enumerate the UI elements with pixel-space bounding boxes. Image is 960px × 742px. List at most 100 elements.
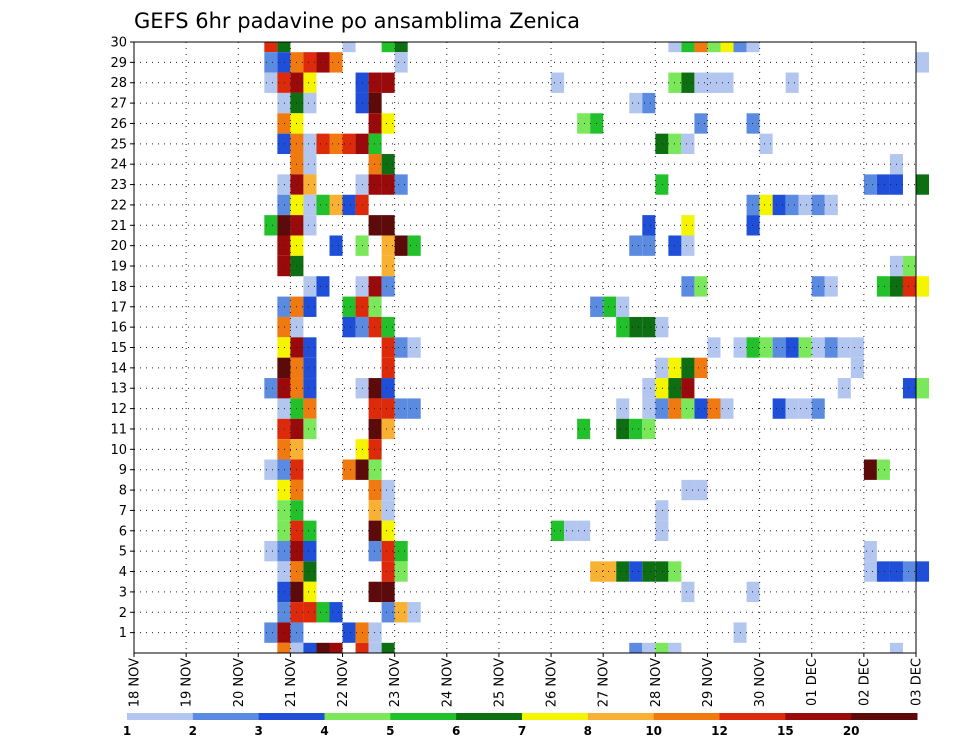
- heatmap-cell: [876, 459, 890, 480]
- heatmap-cell: [277, 459, 291, 480]
- heatmap-cell: [329, 133, 343, 155]
- y-tick-label: 8: [119, 484, 127, 499]
- heatmap-cell: [277, 398, 291, 419]
- heatmap-cell: [303, 418, 317, 440]
- heatmap-cell: [642, 92, 656, 114]
- heatmap-cell: [303, 378, 317, 399]
- heatmap-cell: [629, 561, 643, 582]
- heatmap-cell: [837, 378, 851, 399]
- heatmap-cell: [303, 276, 317, 297]
- heatmap-cell: [368, 520, 382, 541]
- heatmap-cell: [381, 357, 395, 379]
- heatmap-cell: [785, 72, 799, 93]
- heatmap-cell: [394, 337, 408, 358]
- heatmap-cell: [303, 52, 317, 73]
- legend-label: 1: [123, 724, 131, 738]
- heatmap-cell: [277, 479, 291, 501]
- heatmap-cell: [407, 337, 421, 358]
- heatmap-cell: [720, 72, 734, 93]
- heatmap-cell: [264, 52, 278, 73]
- heatmap-cell: [642, 561, 656, 582]
- heatmap-cell: [746, 42, 760, 53]
- heatmap-cell: [264, 215, 278, 236]
- heatmap-cell: [316, 276, 330, 297]
- heatmap-cell: [824, 276, 838, 297]
- y-tick-label: 10: [110, 443, 127, 458]
- heatmap-cell: [642, 215, 656, 236]
- heatmap-cell: [889, 642, 903, 653]
- y-tick-label: 3: [119, 585, 127, 600]
- heatmap-cell: [381, 337, 395, 358]
- heatmap-cell: [616, 418, 630, 440]
- heatmap-cell: [655, 357, 669, 379]
- heatmap-cell: [290, 642, 304, 653]
- x-tick-label: 30 NOV: [753, 658, 768, 707]
- heatmap-cell: [916, 561, 930, 582]
- heatmap-cell: [381, 540, 395, 562]
- heatmap-cell: [277, 540, 291, 562]
- heatmap-cell: [277, 439, 291, 460]
- x-tick-label: 29 NOV: [701, 658, 716, 707]
- heatmap-cell: [394, 540, 408, 562]
- heatmap-cell: [863, 540, 877, 562]
- heatmap-cell: [368, 642, 382, 653]
- heatmap-cell: [824, 194, 838, 216]
- heatmap-cell: [368, 154, 382, 175]
- heatmap-cell: [316, 133, 330, 155]
- heatmap-cell: [577, 520, 591, 541]
- heatmap-cell: [329, 52, 343, 73]
- legend-swatch: [456, 713, 523, 720]
- y-tick-label: 4: [119, 565, 127, 580]
- legend-label: 12: [711, 724, 728, 738]
- y-tick-label: 30: [110, 36, 127, 51]
- x-tick-label: 20 NOV: [232, 658, 247, 707]
- heatmap-cell: [707, 42, 721, 53]
- x-tick-label: 26 NOV: [545, 658, 560, 707]
- heatmap-cell: [368, 133, 382, 155]
- heatmap-cell: [342, 316, 356, 338]
- heatmap-cell: [277, 418, 291, 440]
- heatmap-cell: [863, 561, 877, 582]
- x-tick-label: 23 NOV: [388, 658, 403, 707]
- heatmap-cell: [394, 174, 408, 195]
- heatmap-cell: [303, 561, 317, 582]
- heatmap-cell: [277, 622, 291, 643]
- legend-swatch: [127, 713, 194, 720]
- heatmap-cell: [316, 52, 330, 73]
- heatmap-cell: [381, 255, 395, 277]
- heatmap-cell: [655, 398, 669, 419]
- heatmap-cell: [277, 113, 291, 134]
- heatmap-cell: [368, 581, 382, 603]
- heatmap-cell: [694, 72, 708, 93]
- heatmap-cell: [368, 459, 382, 480]
- heatmap-cell: [681, 133, 695, 155]
- heatmap-cell: [277, 581, 291, 603]
- heatmap-cell: [798, 398, 812, 419]
- y-tick-label: 15: [110, 341, 127, 356]
- heatmap-cell: [355, 642, 369, 653]
- heatmap-cell: [616, 561, 630, 582]
- heatmap-cell: [642, 642, 656, 653]
- heatmap-cell: [655, 378, 669, 399]
- heatmap-cell: [407, 235, 421, 256]
- heatmap-cell: [603, 296, 617, 317]
- heatmap-cell: [772, 194, 786, 216]
- heatmap-cell: [642, 398, 656, 419]
- grid-lines: [134, 42, 916, 653]
- heatmap-cell: [277, 133, 291, 155]
- legend-label: 2: [189, 724, 197, 738]
- heatmap-cell: [707, 337, 721, 358]
- y-tick-label: 26: [110, 117, 127, 132]
- heatmap-cell: [381, 520, 395, 541]
- legend-label: 7: [518, 724, 526, 738]
- heatmap-cell: [277, 357, 291, 379]
- x-tick-label: 03 DEC: [910, 658, 925, 706]
- heatmap-cell: [368, 418, 382, 440]
- heatmap-cell: [668, 42, 682, 53]
- heatmap-cell: [772, 337, 786, 358]
- heatmap-cell: [850, 357, 864, 379]
- x-tick-label: 22 NOV: [336, 658, 351, 707]
- x-tick-label: 25 NOV: [492, 658, 507, 707]
- heatmap-cell: [694, 113, 708, 134]
- x-tick-label: 27 NOV: [597, 658, 612, 707]
